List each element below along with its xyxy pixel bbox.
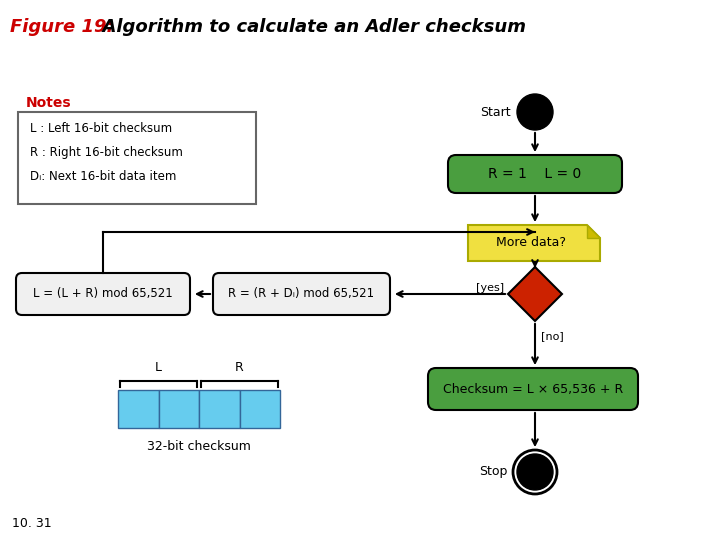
Bar [118, 390, 158, 428]
FancyBboxPatch shape [428, 368, 638, 410]
Polygon shape [587, 225, 600, 238]
Text: 10. 31: 10. 31 [12, 517, 52, 530]
Text: L : Left 16-bit checksum: L : Left 16-bit checksum [30, 122, 172, 135]
Circle shape [517, 454, 553, 490]
Text: R = 1    L = 0: R = 1 L = 0 [488, 167, 582, 181]
Circle shape [517, 94, 553, 130]
Text: [yes]: [yes] [476, 283, 504, 293]
Text: R = (R + Dᵢ) mod 65,521: R = (R + Dᵢ) mod 65,521 [228, 287, 374, 300]
FancyBboxPatch shape [213, 273, 390, 315]
Text: Dᵢ: Next 16-bit data item: Dᵢ: Next 16-bit data item [30, 170, 176, 183]
Text: L = (L + R) mod 65,521: L = (L + R) mod 65,521 [33, 287, 173, 300]
Text: More data?: More data? [496, 237, 566, 249]
Text: Stop: Stop [479, 465, 507, 478]
Text: Notes: Notes [26, 96, 71, 110]
Text: Figure 19:: Figure 19: [10, 18, 114, 36]
Circle shape [513, 450, 557, 494]
FancyBboxPatch shape [16, 273, 190, 315]
Text: L: L [155, 361, 162, 374]
Text: Checksum = L × 65,536 + R: Checksum = L × 65,536 + R [443, 382, 623, 395]
Polygon shape [468, 225, 600, 261]
Bar [240, 390, 280, 428]
Text: R : Right 16-bit checksum: R : Right 16-bit checksum [30, 146, 183, 159]
Text: Start: Start [480, 105, 511, 118]
Text: Algorithm to calculate an Adler checksum: Algorithm to calculate an Adler checksum [90, 18, 526, 36]
Bar [158, 390, 199, 428]
Text: 32-bit checksum: 32-bit checksum [147, 440, 251, 453]
Bar [199, 390, 240, 428]
Polygon shape [508, 267, 562, 321]
Text: R: R [235, 361, 244, 374]
Text: [no]: [no] [541, 331, 564, 341]
Bar [18, 112, 256, 204]
FancyBboxPatch shape [448, 155, 622, 193]
